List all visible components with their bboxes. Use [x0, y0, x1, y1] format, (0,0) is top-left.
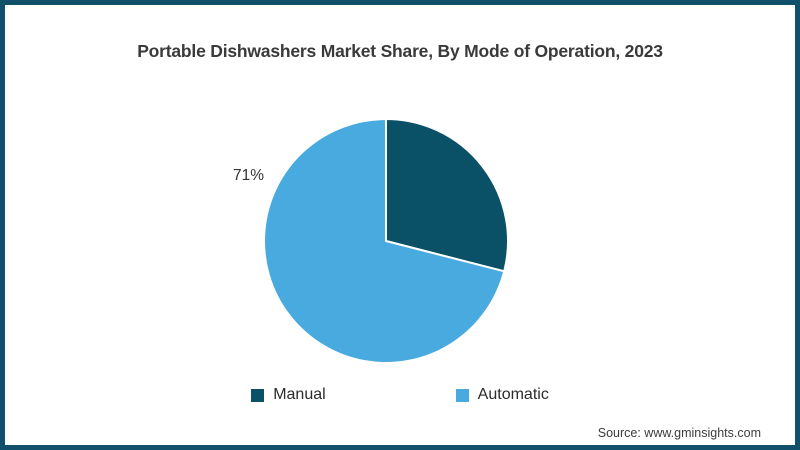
legend: Manual Automatic [5, 386, 795, 404]
pie-chart [261, 116, 511, 366]
legend-item-manual: Manual [251, 386, 326, 404]
chart-title: Portable Dishwashers Market Share, By Mo… [137, 41, 663, 61]
pie-slice-automatic [263, 118, 506, 364]
pie-chart-svg [263, 118, 509, 364]
automatic-slice-data-label: 71% [233, 167, 265, 184]
source-credit: Source: www.gminsights.com [597, 426, 761, 440]
legend-swatch-manual [251, 388, 265, 402]
legend-item-automatic: Automatic [455, 386, 549, 404]
legend-label-manual: Manual [273, 386, 326, 403]
pie-slice-manual [385, 118, 509, 273]
legend-swatch-automatic [455, 388, 469, 402]
legend-label-automatic: Automatic [477, 386, 549, 403]
